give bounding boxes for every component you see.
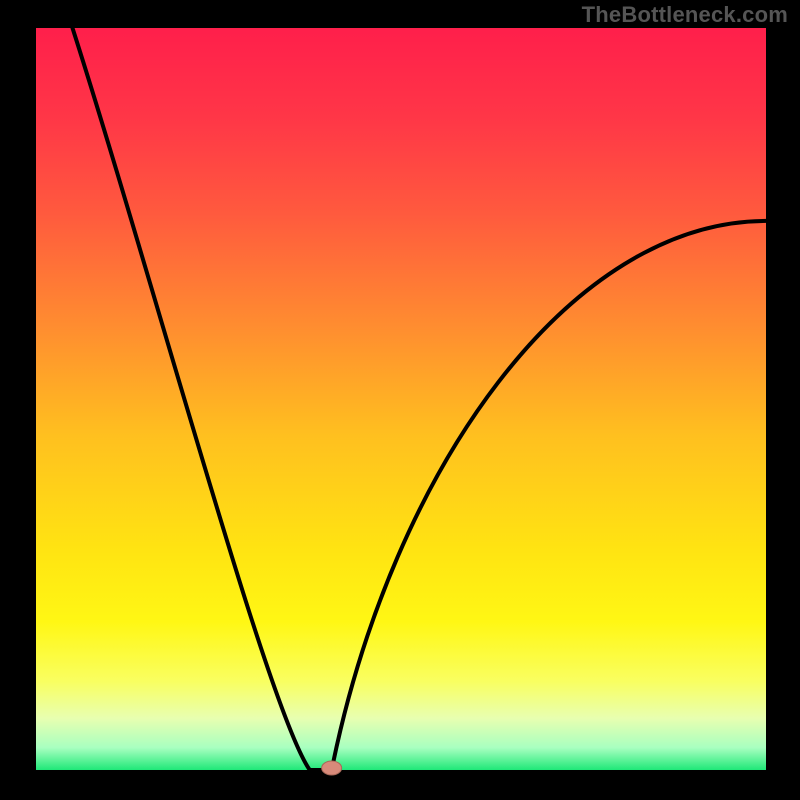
bottleneck-chart-svg (0, 0, 800, 800)
watermark-text: TheBottleneck.com (582, 2, 788, 28)
plot-background (36, 28, 766, 770)
chart-stage: TheBottleneck.com (0, 0, 800, 800)
optimal-point-marker (322, 761, 342, 775)
